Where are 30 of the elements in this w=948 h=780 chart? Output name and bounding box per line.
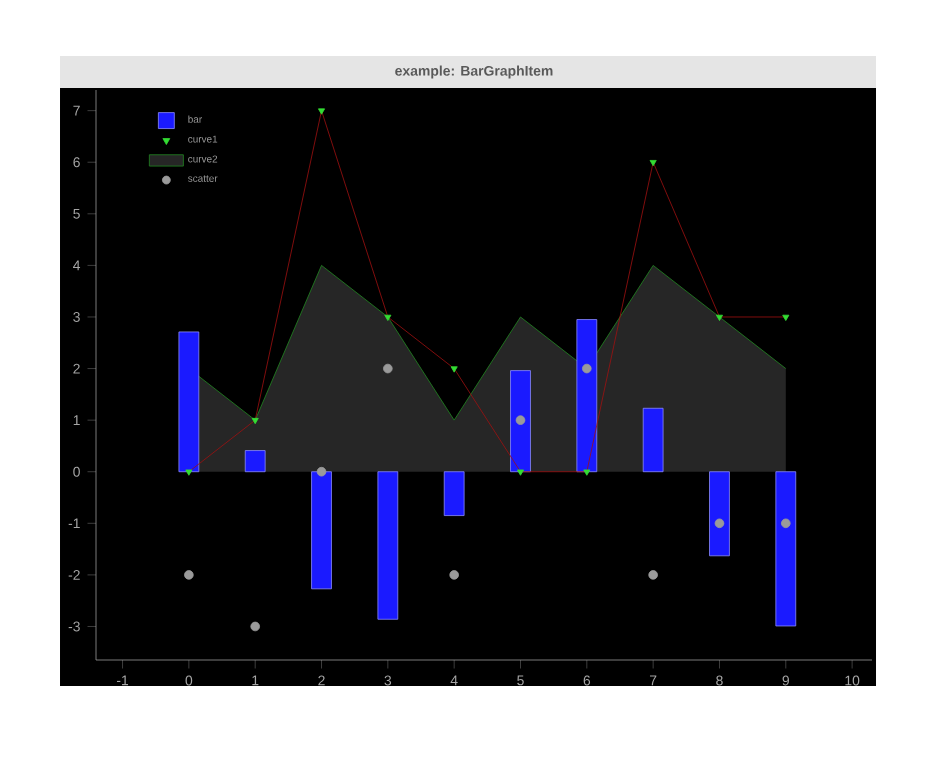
point	[583, 469, 591, 476]
point	[516, 469, 524, 476]
point	[449, 570, 459, 580]
point	[715, 314, 723, 321]
point	[384, 314, 392, 321]
point	[383, 363, 393, 374]
point	[250, 621, 260, 632]
point	[450, 366, 458, 373]
point	[782, 314, 790, 321]
point	[781, 518, 791, 529]
bar	[709, 471, 730, 557]
bar	[244, 450, 266, 473]
bar	[775, 471, 797, 627]
point	[185, 469, 193, 476]
bar	[311, 471, 332, 590]
bar	[510, 370, 531, 473]
bar	[576, 319, 598, 473]
bar	[178, 331, 200, 473]
bar	[377, 471, 399, 620]
point	[515, 415, 526, 425]
point	[648, 570, 658, 580]
point	[714, 518, 725, 529]
point	[582, 363, 592, 374]
bar	[443, 471, 465, 516]
point	[251, 417, 259, 425]
point	[184, 570, 194, 580]
point	[316, 466, 327, 477]
point	[649, 160, 657, 167]
point	[318, 108, 326, 115]
bar	[642, 407, 664, 473]
